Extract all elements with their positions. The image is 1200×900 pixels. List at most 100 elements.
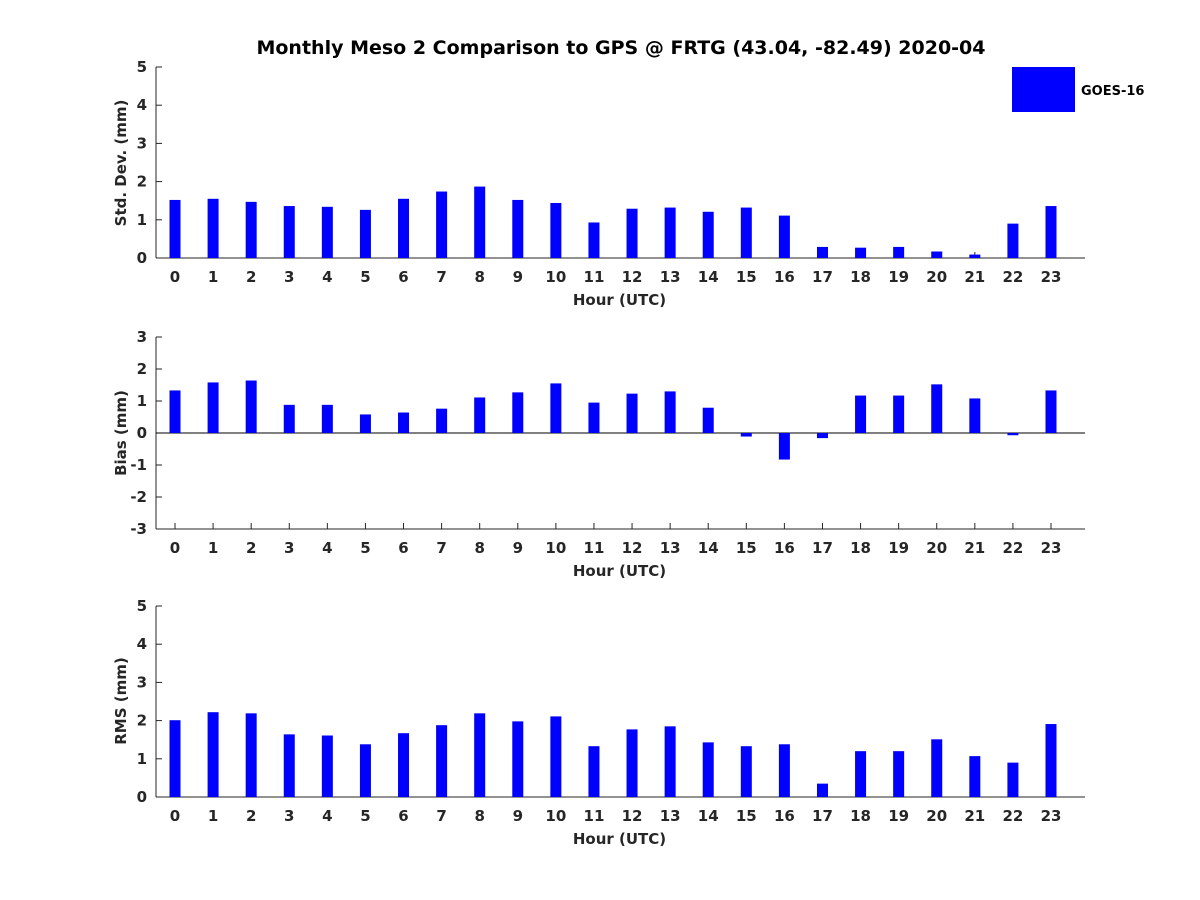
rms-bar-hour-10 [550,716,562,797]
rms-bar-hour-23 [1045,724,1057,797]
rms-bar-hour-16 [778,744,790,797]
rms-bar-hour-7 [436,725,448,797]
rms-x-tick-label: 19 [888,807,909,825]
rms-bar-hour-17 [816,783,828,797]
bias-x-tick-label: 18 [850,539,871,557]
bias-y-tick-label: -3 [130,520,147,538]
bias-x-tick-label: 15 [736,539,757,557]
rms-y-tick-label: 2 [137,712,147,730]
bias-x-tick-label: 8 [474,539,484,557]
legend-swatch [1012,67,1075,112]
bias-x-tick-label: 7 [436,539,446,557]
bias-x-tick-label: 11 [584,539,605,557]
rms-bar-hour-11 [588,746,600,797]
chart-title: Monthly Meso 2 Comparison to GPS @ FRTG … [256,37,985,59]
std-dev-x-tick-label: 17 [812,268,833,286]
rms-x-tick-label: 8 [474,807,484,825]
std-dev-x-tick-label: 16 [774,268,795,286]
bias-x-tick-label: 4 [322,539,332,557]
std-dev-x-tick-label: 9 [513,268,523,286]
rms-x-tick-label: 21 [964,807,985,825]
std-dev-x-tick-label: 8 [474,268,484,286]
std-dev-bar-hour-23 [1045,206,1057,258]
std-dev-x-tick-label: 3 [284,268,294,286]
std-dev-bar-hour-1 [207,198,219,258]
std-dev-x-tick-label: 18 [850,268,871,286]
std-dev-x-tick-label: 19 [888,268,909,286]
std-dev-y-tick-label: 5 [137,58,147,76]
rms-bar-hour-3 [283,734,295,797]
rms-y-tick-label: 1 [137,750,147,768]
rms-x-tick-label: 13 [660,807,681,825]
bias-y-tick-label: 0 [137,424,147,442]
rms-bar-hour-2 [245,713,257,797]
bias-bar-hour-0 [169,390,181,433]
std-dev-bar-hour-5 [359,209,371,258]
rms-bar-hour-1 [207,712,219,797]
std-dev-bar-hour-13 [664,207,676,258]
bias-x-axis-label: Hour (UTC) [573,562,666,580]
std-dev-bar-hour-16 [778,215,790,258]
std-dev-x-tick-label: 4 [322,268,332,286]
std-dev-bar-hour-4 [321,206,333,258]
std-dev-x-tick-label: 0 [170,268,180,286]
rms-x-tick-label: 14 [698,807,719,825]
std-dev-x-tick-label: 10 [545,268,566,286]
rms-x-tick-label: 18 [850,807,871,825]
bias-bar-hour-13 [664,391,676,433]
rms-bar-hour-12 [626,729,638,797]
bias-bar-hour-5 [359,414,371,433]
rms-x-tick-label: 20 [926,807,947,825]
rms-bar-hour-19 [893,751,905,797]
std-dev-x-tick-label: 22 [1002,268,1023,286]
bias-x-tick-label: 23 [1041,539,1062,557]
bias-bar-hour-17 [816,433,828,439]
std-dev-y-tick-label: 1 [137,211,147,229]
bias-x-tick-label: 9 [513,539,523,557]
bias-bar-hour-18 [855,395,867,433]
bias-y-tick-label: 2 [137,360,147,378]
bias-x-tick-label: 5 [360,539,370,557]
bias-bar-hour-7 [436,408,448,433]
std-dev-x-tick-label: 13 [660,268,681,286]
rms-x-tick-label: 1 [208,807,218,825]
std-dev-x-tick-label: 11 [584,268,605,286]
rms-x-tick-label: 11 [584,807,605,825]
rms-y-tick-label: 3 [137,673,147,691]
std-dev-bar-hour-22 [1007,223,1019,258]
bias-x-tick-label: 16 [774,539,795,557]
rms-x-tick-label: 10 [545,807,566,825]
bias-x-tick-label: 17 [812,539,833,557]
std-dev-bar-hour-15 [740,207,752,258]
std-dev-bar-hour-18 [855,247,867,258]
bias-x-tick-label: 21 [964,539,985,557]
bias-y-tick-label: 1 [137,392,147,410]
rms-bar-hour-18 [855,751,867,797]
std-dev-x-tick-label: 21 [964,268,985,286]
rms-x-tick-label: 2 [246,807,256,825]
bias-x-tick-label: 14 [698,539,719,557]
rms-x-tick-label: 9 [513,807,523,825]
rms-x-tick-label: 17 [812,807,833,825]
std-dev-x-tick-label: 23 [1041,268,1062,286]
std-dev-bar-hour-17 [816,246,828,258]
rms-x-tick-label: 3 [284,807,294,825]
std-dev-y-tick-label: 0 [137,249,147,267]
rms-bar-hour-6 [398,733,410,797]
std-dev-x-tick-label: 14 [698,268,719,286]
bias-x-tick-label: 10 [545,539,566,557]
std-dev-bar-hour-6 [398,198,410,258]
rms-bar-hour-22 [1007,762,1019,797]
bias-y-axis-label: Bias (mm) [112,390,130,476]
rms-x-tick-label: 23 [1041,807,1062,825]
bias-bar-hour-6 [398,412,410,433]
bias-x-tick-label: 12 [622,539,643,557]
std-dev-bar-hour-14 [702,211,714,258]
rms-bar-hour-14 [702,742,714,797]
std-dev-bar-hour-12 [626,208,638,258]
rms-x-tick-label: 15 [736,807,757,825]
std-dev-bar-hour-19 [893,246,905,258]
rms-x-tick-label: 7 [436,807,446,825]
